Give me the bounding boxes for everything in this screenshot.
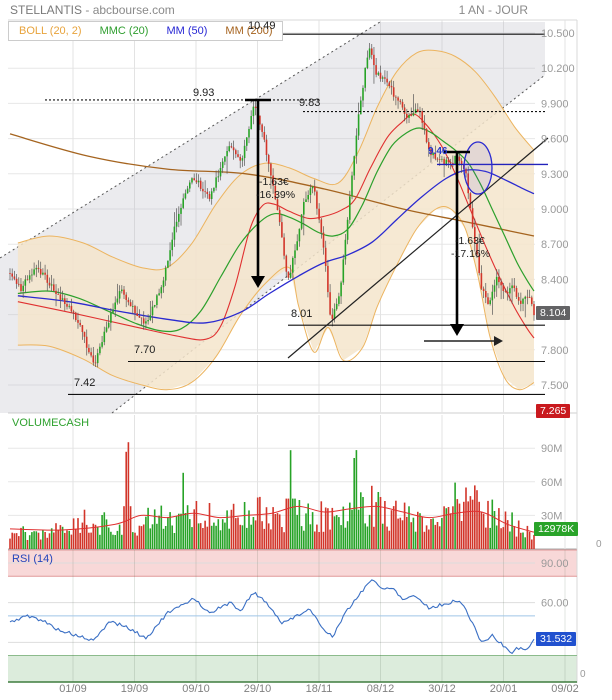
price-tick-8.700: 8.700 [541,239,569,251]
price-tick-8.400: 8.400 [541,274,569,286]
drop1-value-label: -1.63€ [259,176,289,188]
legend-mm50[interactable]: MM (50) [166,25,208,37]
rsi-tick-0: 0 [580,669,586,680]
volume-tick-60M: 60M [541,477,562,489]
drop1-percent-label: -16.39% [256,189,296,201]
date-tick-30-12: 30/12 [428,683,456,695]
price-tick-10.500: 10.500 [541,28,575,40]
drop2-value-label: -1.63€ [455,235,485,247]
last-price-badge: 8.104 [536,306,571,320]
date-tick-20-01: 20/01 [490,683,518,695]
mm50-line [17,169,535,324]
volume-tick-30M: 30M [541,510,562,522]
price-tick-9.000: 9.000 [541,204,569,216]
bollinger-fill [17,50,535,390]
level-label-742: 7.42 [74,377,96,389]
rsi-tick-60.00: 60.00 [541,598,569,610]
price-tick-7.800: 7.800 [541,345,569,357]
price-tick-9.300: 9.300 [541,169,569,181]
mmc20-line [17,127,535,333]
instrument-name: STELLANTIS [10,3,83,17]
date-tick-01-09: 01/09 [59,683,87,695]
source-label: - abcbourse.com [85,3,175,17]
price-tick-10.200: 10.200 [541,63,575,75]
indicator-legend: BOLL (20, 2) MMC (20) MM (50) MM (200) [8,21,284,41]
level-label-993: 9.93 [193,87,215,99]
red-ma-line [17,113,535,341]
date-tick-19-09: 19/09 [121,683,149,695]
date-tick-09-02: 09/02 [551,683,579,695]
rsi-badge: 31.532 [536,632,577,646]
rsi-line [9,579,535,655]
volume-ma-line [9,505,535,533]
measure-arrow-2-arrowhead [450,324,464,336]
page-title: STELLANTIS - abcbourse.com [10,3,175,17]
level-label-946: 9.46 [428,146,448,157]
level-label-770: 7.70 [134,344,156,356]
highlight-ellipse [463,141,493,195]
volume-panel-label: VOLUMECASH [12,417,90,429]
period-low-badge: 7.265 [536,404,571,418]
mm200-line [9,133,535,237]
price-tick-9.600: 9.600 [541,134,569,146]
volume-bars [9,442,535,549]
drop2-percent-label: -17.16% [451,248,491,260]
date-tick-29-10: 29/10 [244,683,272,695]
legend-boll[interactable]: BOLL (20, 2) [19,25,82,37]
volume-tick-0: 0 [596,539,602,550]
support-trendline [287,137,549,359]
legend-mmc20[interactable]: MMC (20) [99,25,149,37]
timeframe-label: 1 AN - JOUR [458,3,528,17]
rsi-panel-label: RSI (14) [12,553,53,565]
horizontal-arrow-head [494,336,503,346]
volume-tick-90M: 90M [541,443,562,455]
level-label-801: 8.01 [291,308,313,320]
measure-arrow-1-arrowhead [251,276,265,288]
date-tick-18-11: 18/11 [306,683,333,695]
bollinger-lower-line [17,206,535,391]
candlesticks [9,43,535,368]
volume-badge: 12978K [534,522,579,536]
date-tick-09-10: 09/10 [182,683,210,695]
level-label-983: 9.83 [299,97,321,109]
price-tick-7.500: 7.500 [541,380,569,392]
level-label-1049: 10.49 [248,20,276,32]
legend-mm200[interactable]: MM (200) [225,25,273,37]
date-tick-08-12: 08/12 [367,683,395,695]
bollinger-upper-line [17,49,535,271]
rsi-tick-90.00: 90.00 [541,558,569,570]
price-tick-9.900: 9.900 [541,98,569,110]
